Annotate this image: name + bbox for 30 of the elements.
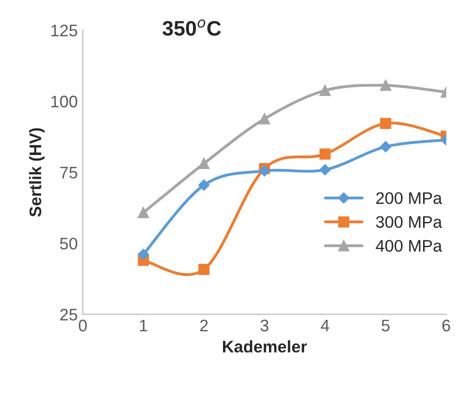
x-axis-title: Kademeler	[223, 340, 307, 353]
point	[380, 118, 392, 129]
y-tick-label: 125	[51, 24, 78, 36]
chart-title: 350$^{o}$C	[162, 19, 221, 36]
x-tick-label: 5	[382, 320, 390, 332]
x-tick-label: 1	[140, 320, 148, 332]
x-tick-label: 4	[320, 320, 330, 332]
point	[198, 179, 210, 191]
y-axis-title: Sertlik (HV)	[29, 128, 45, 217]
point	[380, 141, 392, 152]
x-tick-label: 2	[200, 320, 208, 332]
legend-label: 200 MPa	[376, 192, 442, 204]
y-tick-label: 25	[60, 308, 78, 321]
point	[198, 264, 210, 276]
y-tick-label: 100	[51, 96, 78, 108]
x-tick-label: 0	[78, 320, 87, 332]
point	[198, 158, 210, 170]
x-tick-label: 3	[260, 320, 268, 332]
point	[380, 80, 392, 91]
legend-label: 400 MPa	[376, 240, 442, 252]
point	[320, 84, 331, 96]
point	[138, 248, 149, 260]
legend-label: 300 MPa	[376, 216, 442, 228]
point	[138, 207, 149, 218]
point	[319, 164, 331, 176]
y-tick-label: 50	[60, 238, 78, 250]
y-tick-label: 75	[60, 166, 78, 178]
point	[258, 113, 270, 124]
x-tick-label: 6	[442, 320, 450, 332]
point	[320, 148, 331, 160]
